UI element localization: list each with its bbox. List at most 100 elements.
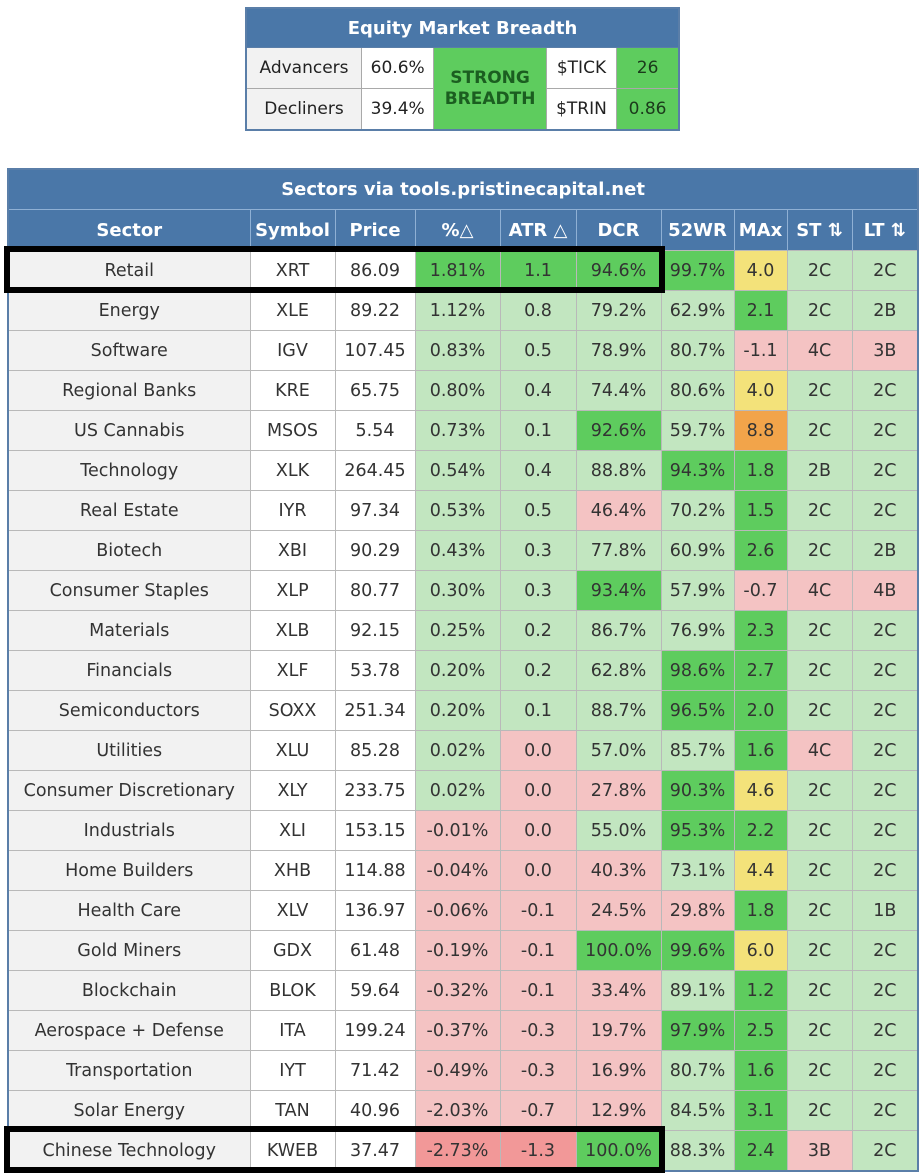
- col-atr-change-header[interactable]: ATR △: [500, 209, 577, 251]
- dcr-cell: 92.6%: [575, 410, 662, 451]
- atr-change-cell: 0.5: [499, 490, 577, 531]
- pct-change-cell: 0.20%: [414, 690, 501, 731]
- symbol-cell: IYT: [249, 1050, 336, 1091]
- max-cell: 8.8: [733, 410, 788, 451]
- table-row: Biotech XBI 90.29 0.43% 0.3 77.8% 60.9% 2.6 2C 2B: [7, 530, 919, 571]
- max-cell: 2.2: [733, 810, 788, 851]
- max-cell: 4.6: [733, 770, 788, 811]
- sectors-table: Sectors via tools.pristinecapital.net Se…: [7, 168, 920, 1172]
- max-cell: 1.2: [733, 970, 788, 1011]
- atr-change-cell: 0.1: [499, 690, 577, 731]
- col-symbol-header[interactable]: Symbol: [250, 209, 336, 251]
- max-cell: 1.6: [733, 1050, 788, 1091]
- pct-change-cell: 0.02%: [414, 770, 501, 811]
- col-pct-change-header[interactable]: %△: [415, 209, 501, 251]
- atr-change-cell: -0.1: [499, 970, 577, 1011]
- sector-cell: Retail: [7, 250, 251, 291]
- wr52-cell: 90.3%: [660, 770, 735, 811]
- price-cell: 90.29: [334, 530, 416, 571]
- pct-change-cell: -0.06%: [414, 890, 501, 931]
- symbol-cell: XLI: [249, 810, 336, 851]
- symbol-cell: XLP: [249, 570, 336, 611]
- lt-cell: 3B: [851, 330, 919, 371]
- price-cell: 251.34: [334, 690, 416, 731]
- table-row: Financials XLF 53.78 0.20% 0.2 62.8% 98.6% 2.7 2…: [7, 650, 919, 691]
- max-cell: -0.7: [733, 570, 788, 611]
- wr52-cell: 98.6%: [660, 650, 735, 691]
- pct-change-cell: -0.37%: [414, 1010, 501, 1051]
- max-cell: 2.5: [733, 1010, 788, 1051]
- table-row: Health Care XLV 136.97 -0.06% -0.1 24.5% 29.8%…: [7, 890, 919, 931]
- symbol-cell: XLK: [249, 450, 336, 491]
- pct-change-cell: 0.25%: [414, 610, 501, 651]
- sector-cell: Biotech: [7, 530, 251, 571]
- lt-cell: 2C: [851, 1010, 919, 1051]
- table-row: Regional Banks KRE 65.75 0.80% 0.4 74.4% 80.6%…: [7, 370, 919, 411]
- col-lt-header[interactable]: LT ⇅: [852, 209, 919, 251]
- wr52-cell: 62.9%: [660, 290, 735, 331]
- lt-cell: 2C: [851, 1130, 919, 1172]
- trin-label: $TRIN: [545, 88, 618, 131]
- dcr-cell: 16.9%: [575, 1050, 662, 1091]
- price-cell: 97.34: [334, 490, 416, 531]
- wr52-cell: 29.8%: [660, 890, 735, 931]
- price-cell: 86.09: [334, 250, 416, 291]
- symbol-cell: BLOK: [249, 970, 336, 1011]
- wr52-cell: 84.5%: [660, 1090, 735, 1131]
- col-price-header[interactable]: Price: [335, 209, 416, 251]
- col-st-header[interactable]: ST ⇅: [787, 209, 853, 251]
- atr-change-cell: -0.1: [499, 890, 577, 931]
- max-cell: 2.3: [733, 610, 788, 651]
- breadth-title: Equity Market Breadth: [246, 8, 679, 48]
- sectors-title: Sectors via tools.pristinecapital.net: [8, 169, 919, 210]
- st-cell: 2C: [786, 290, 853, 331]
- col-sector-header[interactable]: Sector: [8, 209, 251, 251]
- symbol-cell: XLV: [249, 890, 336, 931]
- lt-cell: 2C: [851, 930, 919, 971]
- advancers-label: Advancers: [245, 47, 363, 89]
- st-cell: 2C: [786, 1050, 853, 1091]
- dcr-cell: 86.7%: [575, 610, 662, 651]
- st-cell: 2C: [786, 890, 853, 931]
- dcr-cell: 24.5%: [575, 890, 662, 931]
- dcr-cell: 57.0%: [575, 730, 662, 771]
- lt-cell: 4B: [851, 570, 919, 611]
- wr52-cell: 88.3%: [660, 1130, 735, 1172]
- sector-cell: Real Estate: [7, 490, 251, 531]
- col-max-header[interactable]: MAx: [734, 209, 788, 251]
- st-cell: 2C: [786, 690, 853, 731]
- sector-cell: Aerospace + Defense: [7, 1010, 251, 1051]
- symbol-cell: XLU: [249, 730, 336, 771]
- dcr-cell: 77.8%: [575, 530, 662, 571]
- table-row: Semiconductors SOXX 251.34 0.20% 0.1 88.7% 96.…: [7, 690, 919, 731]
- col-52wr-header[interactable]: 52WR: [661, 209, 735, 251]
- dcr-cell: 62.8%: [575, 650, 662, 691]
- breadth-panel: Equity Market Breadth Advancers 60.6% ST…: [245, 7, 680, 131]
- table-row: Utilities XLU 85.28 0.02% 0.0 57.0% 85.7% 1.6 4C…: [7, 730, 919, 771]
- pct-change-cell: -2.03%: [414, 1090, 501, 1131]
- table-row: Transportation IYT 71.42 -0.49% -0.3 16.9% 80.…: [7, 1050, 919, 1091]
- lt-cell: 2B: [851, 290, 919, 331]
- atr-change-cell: 0.1: [499, 410, 577, 451]
- lt-cell: 2C: [851, 610, 919, 651]
- table-row: Materials XLB 92.15 0.25% 0.2 86.7% 76.9% 2.3 2C…: [7, 610, 919, 651]
- pct-change-cell: 0.53%: [414, 490, 501, 531]
- col-dcr-header[interactable]: DCR: [576, 209, 662, 251]
- lt-cell: 2C: [851, 850, 919, 891]
- price-cell: 40.96: [334, 1090, 416, 1131]
- wr52-cell: 80.7%: [660, 330, 735, 371]
- max-cell: 2.7: [733, 650, 788, 691]
- atr-change-cell: -1.3: [499, 1130, 577, 1172]
- advancers-value: 60.6%: [361, 47, 435, 89]
- symbol-cell: ITA: [249, 1010, 336, 1051]
- symbol-cell: XLE: [249, 290, 336, 331]
- sector-cell: Energy: [7, 290, 251, 331]
- symbol-cell: KWEB: [249, 1130, 336, 1172]
- price-cell: 61.48: [334, 930, 416, 971]
- pct-change-cell: 0.20%: [414, 650, 501, 691]
- lt-cell: 2C: [851, 730, 919, 771]
- pct-change-cell: 0.73%: [414, 410, 501, 451]
- lt-cell: 2C: [851, 410, 919, 451]
- max-cell: 2.4: [733, 1130, 788, 1172]
- lt-cell: 2C: [851, 770, 919, 811]
